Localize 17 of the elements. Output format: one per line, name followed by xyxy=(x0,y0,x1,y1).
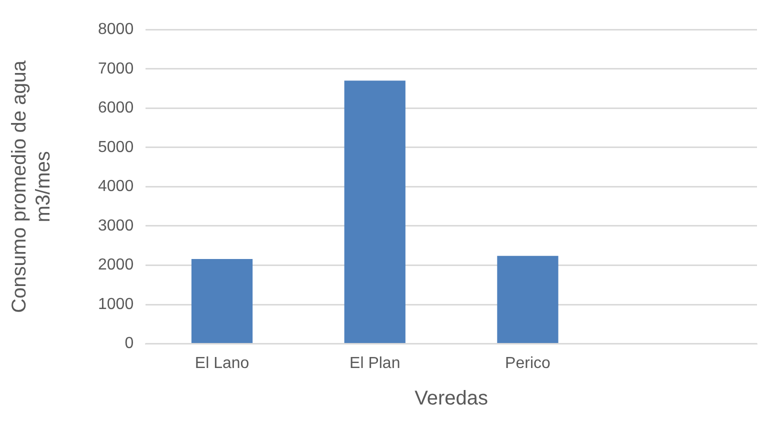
x-tick-label: Perico xyxy=(505,354,550,372)
y-axis-title: Consumo promedio de agua m3/mes xyxy=(8,60,55,313)
y-tick-label: 5000 xyxy=(98,138,134,156)
y-tick-label: 3000 xyxy=(98,217,134,234)
y-tick-label: 6000 xyxy=(98,100,134,117)
y-tick-label: 8000 xyxy=(98,21,134,38)
x-tick-label: El Lano xyxy=(194,354,250,372)
y-tick-label: 2000 xyxy=(98,256,134,274)
bar xyxy=(191,258,253,344)
x-tick-label: El Plan xyxy=(350,354,400,372)
y-tick-label: 7000 xyxy=(98,60,134,78)
y-tick-label: 1000 xyxy=(98,296,134,313)
y-tick-label: 0 xyxy=(124,335,134,352)
y-tick-label: 4000 xyxy=(98,178,134,196)
bar xyxy=(497,256,558,344)
x-axis-title: Veredas xyxy=(414,388,488,410)
bar xyxy=(344,80,406,344)
